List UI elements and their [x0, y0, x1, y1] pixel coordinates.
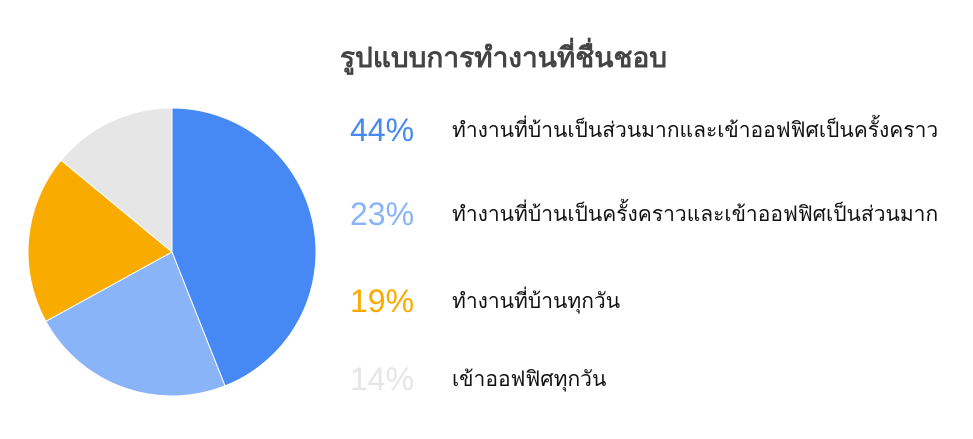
legend-label: ทำงานที่บ้านทุกวัน: [452, 289, 621, 313]
pie-slice: [27, 159, 173, 323]
legend-percent: 14%: [350, 360, 415, 397]
legend-label: ทำงานที่บ้านเป็นครั้งคราวและเข้าออฟฟิศเป…: [452, 202, 939, 226]
chart-title: รูปแบบการทำงานที่ชื่นชอบ: [340, 42, 668, 73]
pie-slice: [45, 251, 226, 397]
legend-item: 14% เข้าออฟฟิศทุกวัน: [350, 359, 606, 399]
legend-percent: 19%: [350, 282, 415, 319]
legend-item: 19% ทำงานที่บ้านทุกวัน: [350, 281, 620, 321]
legend-item: 23% ทำงานที่บ้านเป็นครั้งคราวและเข้าออฟฟ…: [350, 194, 938, 234]
pie-slice: [171, 107, 317, 387]
legend-item: 44% ทำงานที่บ้านเป็นส่วนมากและเข้าออฟฟิศ…: [350, 110, 938, 150]
legend-label: ทำงานที่บ้านเป็นส่วนมากและเข้าออฟฟิศเป็น…: [452, 118, 939, 142]
legend-percent: 44%: [350, 111, 415, 148]
legend-percent: 23%: [350, 195, 415, 232]
pie-slice: [60, 107, 173, 254]
legend-label: เข้าออฟฟิศทุกวัน: [452, 367, 607, 391]
